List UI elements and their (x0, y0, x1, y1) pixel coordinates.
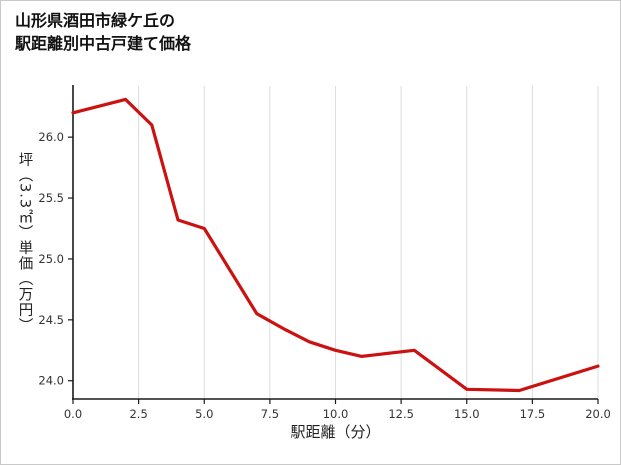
x-tick-label: 20.0 (585, 407, 611, 421)
y-tick-label: 25.5 (38, 191, 64, 205)
x-tick-label: 2.5 (129, 407, 147, 421)
x-axis-label: 駅距離（分） (290, 423, 380, 441)
y-tick-label: 26.0 (38, 130, 64, 144)
y-axis-label: 坪（3.3㎡）単価（万円） (16, 151, 33, 334)
x-tick-label: 17.5 (520, 407, 546, 421)
chart-title-line1: 山形県酒田市緑ケ丘の (15, 11, 176, 30)
x-tick-label: 10.0 (323, 407, 349, 421)
chart-title: 山形県酒田市緑ケ丘の 駅距離別中古戸建て価格 (15, 9, 191, 55)
y-tick-label: 24.0 (38, 374, 64, 388)
x-tick-label: 5.0 (195, 407, 213, 421)
x-tick-label: 12.5 (388, 407, 414, 421)
chart-title-line2: 駅距離別中古戸建て価格 (15, 34, 192, 54)
x-tick-label: 7.5 (261, 407, 279, 421)
price-line (71, 97, 600, 393)
y-tick-label: 25.0 (38, 252, 64, 266)
x-tick-label: 0.0 (64, 407, 82, 421)
y-axis-label-wrap: 坪（3.3㎡）単価（万円） (11, 86, 39, 399)
y-tick-label: 24.5 (38, 313, 64, 327)
x-tick-label: 15.0 (454, 407, 480, 421)
